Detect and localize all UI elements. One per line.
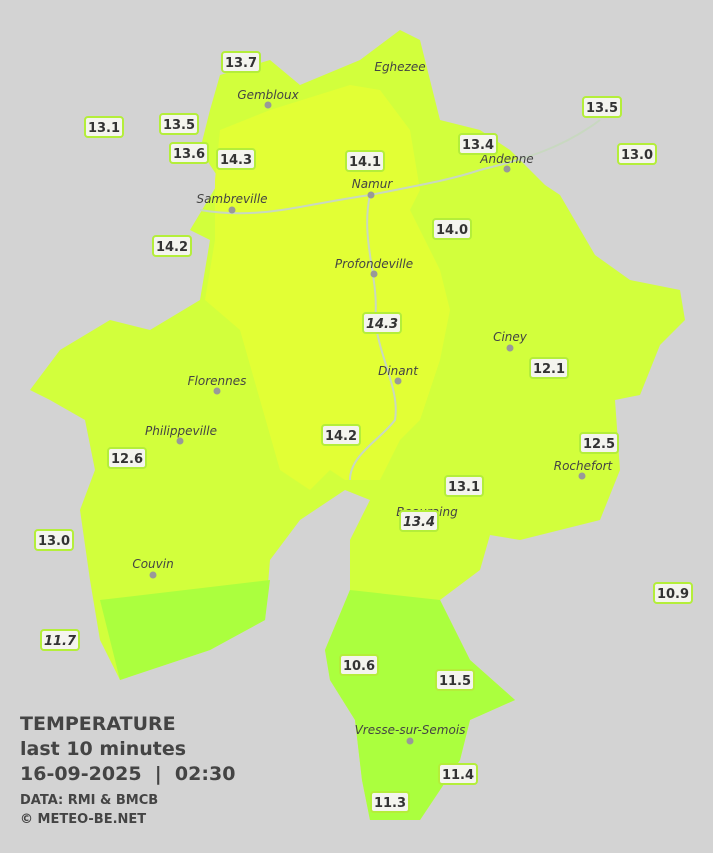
- station-box: [582, 96, 622, 118]
- station-value: 14.2: [156, 240, 188, 255]
- city-dot: [264, 101, 272, 109]
- station-value: 13.5: [586, 101, 618, 116]
- station-box: [221, 51, 261, 73]
- station-value: 14.0: [436, 223, 468, 238]
- city-dot: [228, 206, 236, 214]
- station-value: 13.0: [38, 534, 70, 549]
- station-box: [321, 424, 361, 446]
- station-value: 14.2: [325, 429, 357, 444]
- station-value: 13.1: [448, 480, 480, 495]
- station-box: [152, 235, 192, 257]
- station-value: 11.3: [374, 796, 406, 811]
- station-value: 13.4: [403, 515, 435, 530]
- city-label: Rochefort: [554, 459, 614, 473]
- city-label: Vresse-sur-Semois: [355, 723, 466, 737]
- legend-source: DATA: RMI & BMCB: [20, 793, 158, 808]
- city-dot: [370, 270, 378, 278]
- city-label: Namur: [352, 177, 394, 191]
- city-label: Florennes: [188, 374, 247, 388]
- station-value: 10.6: [343, 659, 375, 674]
- station-value: 13.7: [225, 56, 257, 71]
- station-value: 11.4: [442, 768, 474, 783]
- station-box: [40, 629, 80, 651]
- station-value: 12.1: [533, 362, 565, 377]
- station-box: [345, 150, 385, 172]
- station-box: [438, 763, 478, 785]
- legend-title: TEMPERATURE: [20, 713, 176, 735]
- station-value: 10.9: [657, 587, 689, 602]
- station-box: [84, 116, 124, 138]
- station-box: [159, 113, 199, 135]
- station-box: [458, 133, 498, 155]
- station-box: [435, 669, 475, 691]
- city-dot: [506, 344, 514, 352]
- legend-timestamp: 16-09-2025 | 02:30: [20, 763, 235, 785]
- river: [199, 119, 601, 481]
- city-dot: [578, 472, 586, 480]
- station-value: 13.5: [163, 118, 195, 133]
- city-label: Couvin: [132, 557, 173, 571]
- station-box: [107, 447, 147, 469]
- city-label: Sambreville: [196, 192, 267, 206]
- station-box: [362, 312, 402, 334]
- legend-copyright: © METEO-BE.NET: [20, 812, 146, 827]
- station-value: 13.6: [173, 147, 205, 162]
- city-dot: [394, 377, 402, 385]
- station-box: [529, 357, 569, 379]
- city-dot: [367, 191, 375, 199]
- warm-zone: [205, 85, 450, 490]
- legend-subtitle: last 10 minutes: [20, 738, 186, 760]
- city-label: Philippeville: [145, 424, 217, 438]
- station-box: [216, 148, 256, 170]
- city-label: Gembloux: [237, 88, 299, 102]
- city-label: Profondeville: [335, 257, 413, 271]
- station-box: [432, 218, 472, 240]
- station-box: [617, 143, 657, 165]
- station-value: 14.3: [220, 153, 252, 168]
- city-label: Eghezee: [374, 60, 425, 74]
- station-value: 12.6: [111, 452, 143, 467]
- city-dot: [213, 387, 221, 395]
- station-value: 12.5: [583, 437, 615, 452]
- city-dot: [406, 737, 414, 745]
- station-value: 11.5: [439, 674, 471, 689]
- station-box: [444, 475, 484, 497]
- city-dot: [149, 571, 157, 579]
- city-label: Andenne: [479, 152, 533, 166]
- station-value: 13.0: [621, 148, 653, 163]
- city-label: Ciney: [493, 330, 528, 344]
- station-box: [339, 654, 379, 676]
- station-value: 13.1: [88, 121, 120, 136]
- station-value: 11.7: [44, 634, 77, 649]
- station-box: [653, 582, 693, 604]
- cool-zone: [325, 590, 515, 820]
- cool-zone: [100, 580, 270, 680]
- city-dot: [176, 437, 184, 445]
- station-box: [370, 791, 410, 813]
- city-label: Dinant: [378, 364, 419, 378]
- station-box: [34, 529, 74, 551]
- station-value: 14.3: [366, 317, 398, 332]
- city-dot: [503, 165, 511, 173]
- station-box: [399, 510, 439, 532]
- station-value: 13.4: [462, 138, 494, 153]
- station-box: [169, 142, 209, 164]
- station-box: [579, 432, 619, 454]
- station-value: 14.1: [349, 155, 381, 170]
